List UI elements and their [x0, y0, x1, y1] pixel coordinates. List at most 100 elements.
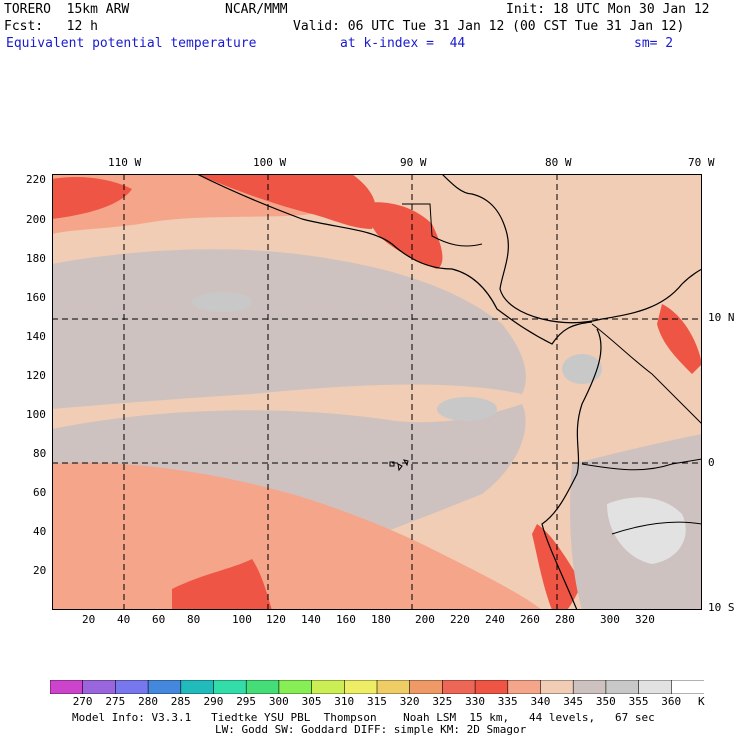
colorbar-label: 305 [301, 695, 322, 708]
field-band-grey-north [52, 249, 526, 409]
model-info-line-1: Model Info: V3.3.1 Tiedtke YSU PBL Thomp… [72, 711, 655, 724]
field-spot-red [52, 177, 132, 219]
x-tick: 240 [485, 613, 505, 626]
x-tick: 280 [555, 613, 575, 626]
y-tick: 60 [33, 486, 47, 499]
colorbar-swatch [376, 680, 411, 694]
lat-label-10n: 10 N [708, 311, 735, 324]
lon-label-70w: 70 W [688, 156, 715, 169]
colorbar-swatch [638, 680, 673, 694]
colorbar-swatch [213, 680, 248, 694]
coastline-central-america [196, 174, 593, 345]
x-tick: 40 [117, 613, 131, 626]
colorbar-swatch [572, 680, 607, 694]
field-spot-red [172, 559, 272, 610]
field-patch-lightgrey [192, 292, 252, 312]
level-info: at k-index = 44 [340, 36, 466, 51]
colorbar [50, 680, 704, 694]
lat-label-0: 0 [708, 456, 715, 469]
lat-label-10s: 10 S [708, 601, 735, 614]
colorbar-swatch [474, 680, 509, 694]
y-tick: 220 [26, 173, 46, 186]
field-region-salmon-south [52, 462, 542, 610]
colorbar-swatch [343, 680, 378, 694]
colorbar-swatch [245, 680, 280, 694]
center-label: NCAR/MMM [225, 2, 288, 17]
field-patch-lightgrey [437, 397, 497, 421]
colorbar-label: 275 [105, 695, 126, 708]
y-tick: 180 [26, 252, 46, 265]
x-tick: 320 [635, 613, 655, 626]
colorbar-label: 295 [236, 695, 257, 708]
colorbar-swatch [540, 680, 575, 694]
colorbar-swatch [82, 680, 117, 694]
colorbar-swatch [115, 680, 149, 694]
colorbar-label: 325 [432, 695, 453, 708]
colorbar-swatch [180, 680, 215, 694]
y-tick: 40 [33, 525, 47, 538]
colorbar-label: 350 [595, 695, 616, 708]
lat-lon-grid [52, 174, 702, 610]
colorbar-label: 290 [203, 695, 224, 708]
colorbar-label: 355 [628, 695, 649, 708]
theta-e-map [52, 174, 702, 610]
y-tick: 100 [26, 408, 46, 421]
y-tick: 140 [26, 330, 46, 343]
y-tick: 200 [26, 213, 46, 226]
colorbar-label: 310 [334, 695, 355, 708]
x-tick: 160 [336, 613, 356, 626]
x-tick: 180 [371, 613, 391, 626]
colorbar-swatch [278, 680, 313, 694]
init-time: Init: 18 UTC Mon 30 Jan 12 [506, 2, 710, 17]
colorbar-swatch [605, 680, 640, 694]
y-tick: 160 [26, 291, 46, 304]
x-tick: 220 [450, 613, 470, 626]
colorbar-swatch [442, 680, 476, 694]
lon-label-80w: 80 W [545, 156, 572, 169]
x-tick: 120 [266, 613, 286, 626]
coastline-south-america-west [541, 328, 602, 610]
x-tick: 20 [82, 613, 96, 626]
x-tick: 100 [232, 613, 252, 626]
y-tick: 120 [26, 369, 46, 382]
colorbar-label: 330 [465, 695, 485, 708]
colorbar-label: 300 [268, 695, 289, 708]
colorbar-label: 315 [367, 695, 387, 708]
field-spot-red [197, 174, 376, 229]
x-tick: 300 [600, 613, 620, 626]
x-tick: 140 [301, 613, 321, 626]
colorbar-label: 345 [563, 695, 584, 708]
field-name: Equivalent potential temperature [6, 36, 257, 51]
x-tick: 260 [520, 613, 540, 626]
forecast-hour: Fcst: 12 h [4, 19, 98, 34]
smoothing-info: sm= 2 [634, 36, 674, 51]
colorbar-swatch [311, 680, 346, 694]
lon-label-100w: 100 W [253, 156, 287, 169]
country-border [402, 203, 702, 535]
x-tick: 200 [415, 613, 435, 626]
coastline-caribbean [441, 174, 702, 324]
model-label: TORERO 15km ARW [4, 2, 130, 17]
field-spot-red [657, 304, 702, 374]
y-tick: 80 [33, 447, 47, 460]
lon-label-110w: 110 W [108, 156, 142, 169]
colorbar-swatch [50, 680, 84, 694]
y-tick: 20 [33, 564, 47, 577]
colorbar-swatch [507, 680, 542, 694]
colorbar-unit: K [698, 695, 705, 708]
field-band-grey-south [52, 404, 526, 554]
colorbar-label: 320 [399, 695, 420, 708]
x-tick: 60 [152, 613, 166, 626]
valid-time: Valid: 06 UTC Tue 31 Jan 12 (00 CST Tue … [293, 19, 685, 34]
lon-label-90w: 90 W [400, 156, 427, 169]
field-patch-lightgrey [562, 354, 602, 384]
colorbar-label: 270 [72, 695, 93, 708]
colorbar-label: 280 [138, 695, 158, 708]
field-region-andes-light [607, 497, 686, 564]
colorbar-swatch [147, 680, 182, 694]
map-frame [52, 174, 702, 610]
model-info-line-2: LW: Godd SW: Goddard DIFF: simple KM: 2D… [215, 723, 527, 736]
field-spot-red [357, 202, 443, 269]
colorbar-label: 285 [170, 695, 191, 708]
x-tick: 80 [187, 613, 201, 626]
